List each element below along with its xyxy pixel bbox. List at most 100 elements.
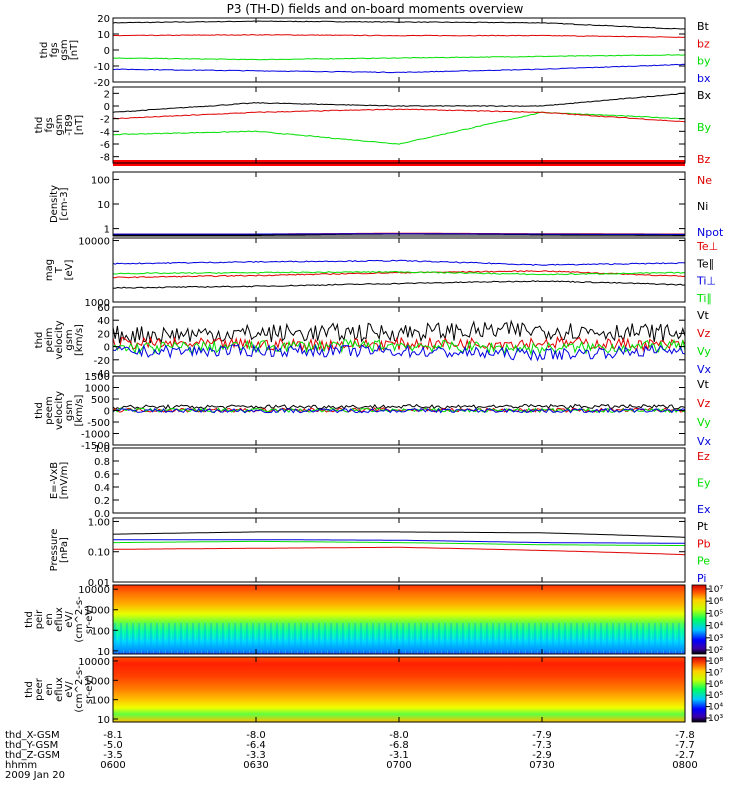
footer-value: -8.0 — [389, 730, 409, 741]
series-line-Te∥ — [113, 280, 685, 289]
series-line-Vt — [113, 319, 685, 345]
y-tick-label: 0.4 — [94, 483, 110, 494]
colorbar-scale — [691, 584, 707, 655]
y-axis-label-line: [km/s] — [74, 394, 85, 426]
legend-entry: Te⊥ — [696, 240, 718, 253]
y-tick-label: 0.10 — [88, 548, 110, 559]
series-line-Bx — [113, 92, 685, 113]
y-axis-label-line: -T89 — [64, 114, 75, 136]
colorbar-tick-label: 10⁶ — [708, 680, 723, 690]
series-line-Vt — [113, 403, 685, 410]
footer-value: -3.3 — [246, 750, 266, 761]
y-tick-label: 0.01 — [88, 578, 110, 589]
spectrogram-noise — [113, 622, 685, 654]
legend-entry: Ni — [697, 200, 708, 213]
y-axis-label-line: sr-eV) — [84, 605, 95, 634]
panel-5: 60 40 20 0 -20 -40 Vt Vz Vy Vx thd peim velocity gsm[… — [34, 303, 712, 380]
y-axis-label-line: gsm — [64, 329, 75, 350]
colorbar-tick-label: 10⁴ — [708, 703, 723, 713]
legend-entry: Npot — [697, 226, 724, 239]
y-tick-label: 10000 — [78, 237, 110, 248]
y-axis-label: thd peim velocity gsm [km/s] — [34, 320, 85, 359]
y-tick-label: -20 — [94, 356, 110, 367]
footer-value: -2.9 — [532, 750, 552, 761]
y-axis-label-line: mag — [44, 259, 55, 281]
footer-row-label: thd_Y-GSM — [5, 740, 58, 751]
y-tick-label: 100 — [91, 626, 110, 637]
panel-2: 2 0 -2-4 -6 -8 Bx By Bz thd fgs gsm -T89 [nT] — [34, 86, 712, 166]
legend-entry: Pi — [697, 572, 706, 585]
y-tick-label: 1500 — [85, 372, 110, 383]
y-axis-label-line: [cm-3] — [59, 187, 70, 220]
legend-entry: Ez — [697, 450, 710, 463]
series-line-by — [113, 54, 685, 61]
series-line-bx — [113, 63, 685, 74]
colorbar-tick-label: 10⁶ — [708, 597, 723, 607]
y-axis-label-line: [eV] — [64, 260, 75, 281]
legend-entry: Bx — [697, 89, 712, 102]
legend-entry: Ey — [697, 477, 711, 490]
footer-value: -7.3 — [532, 740, 552, 751]
legend-entry: Ex — [697, 503, 711, 516]
y-axis-label-line: gsm — [59, 39, 70, 60]
series-line-Ti⊥ — [113, 259, 685, 266]
legend-entry: Te∥ — [696, 257, 714, 270]
legend-entry: Vy — [697, 345, 711, 358]
series-line-Ti∥ — [113, 270, 685, 276]
footer-value: -3.5 — [103, 750, 123, 761]
y-axis-label: thd fgs gsm -T89 [nT] — [34, 114, 85, 136]
colorbar-tick-label: 10⁴ — [708, 622, 723, 632]
legend-entry: bx — [697, 72, 711, 85]
panel-7: 1.0 0.8 0.6 0.4 0.2 0.0 Ez Ey Ex E=-VxB [mV/m] — [49, 444, 711, 520]
legend-entry: Pe — [697, 555, 710, 568]
legend-entry: Vx — [697, 435, 712, 448]
legend-entry: Vz — [697, 397, 711, 410]
y-axis-label-line: thd — [24, 681, 35, 698]
y-tick-label: -8 — [100, 153, 110, 164]
y-tick-label: -4 — [100, 127, 110, 138]
legend-entry: Pb — [697, 537, 711, 550]
y-axis-label-line: thd — [34, 117, 45, 134]
y-tick-label: 10000 — [78, 585, 110, 596]
y-tick-label: 10 — [97, 30, 110, 41]
spectrogram — [113, 657, 685, 722]
series-line-Bz — [113, 108, 685, 123]
y-axis-label-line: peem — [44, 396, 55, 424]
colorbar-tick-label: 10⁷ — [708, 585, 723, 595]
y-tick-label: 0 — [104, 343, 110, 354]
legend-entry: Vy — [697, 416, 711, 429]
y-tick-label: 1 — [104, 225, 110, 236]
panel-4: 10000 1000 Te⊥ Te∥ Ti⊥ Ti∥ mag T [eV] — [44, 237, 718, 309]
y-axis-label-line: fgs — [44, 117, 55, 132]
y-axis-label: thd peer en eflux eV/(cm^2-s-sr-eV) — [24, 666, 95, 713]
panel-1: 20 10 0 -10 -20 Bt bz by bx thd fgs gsm [nT] — [39, 14, 711, 89]
y-axis-label-line: thd — [34, 332, 45, 349]
y-tick-label: 0 — [104, 46, 110, 57]
y-axis-label: Density [cm-3] — [49, 185, 70, 223]
footer-value: -5.0 — [103, 740, 123, 751]
colorbar-tick-label: 10⁷ — [708, 668, 723, 678]
y-axis-label: E=-VxB [mV/m] — [49, 462, 70, 500]
footer-value: 0800 — [672, 760, 697, 771]
y-tick-label: 0.6 — [94, 470, 110, 481]
y-axis-label-line: eV/ — [64, 681, 75, 698]
y-axis-label-line: thd — [34, 402, 45, 419]
series-line-bz — [113, 33, 685, 38]
y-tick-label: 20 — [97, 329, 110, 340]
y-axis-label-line: gsm — [54, 114, 65, 135]
series-line-Pt — [113, 531, 685, 538]
y-axis-label-line: gsm — [64, 400, 75, 421]
y-axis-label-line: [nT] — [69, 40, 80, 60]
y-tick-label: 10 — [97, 200, 110, 211]
y-axis-label-line: (cm^2-s- — [74, 596, 85, 643]
y-axis-label-line: E=-VxB — [49, 462, 60, 499]
colorbar-tick-label: 10⁸ — [708, 657, 723, 667]
y-tick-label: -1500 — [81, 441, 110, 452]
legend-entry: Vx — [697, 363, 712, 376]
colorbar: 10⁷ 10⁶ 10⁵ 10⁴ 10³ 10² — [691, 584, 723, 656]
footer-value: -7.9 — [532, 730, 552, 741]
y-axis-label-line: peim — [44, 327, 55, 352]
y-tick-label: 1000 — [85, 384, 110, 395]
